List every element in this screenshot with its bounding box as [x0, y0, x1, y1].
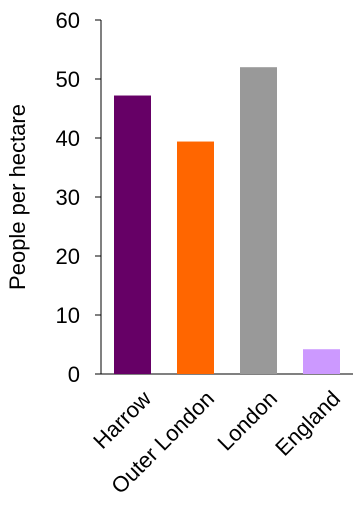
bar-harrow	[114, 95, 151, 375]
bars	[114, 67, 340, 375]
x-tick-label: England	[270, 386, 345, 461]
y-tick-label: 10	[56, 303, 80, 328]
bar-london	[240, 67, 277, 374]
y-tick-label: 60	[56, 8, 80, 33]
y-tick-label: 40	[56, 126, 80, 151]
bar-england	[303, 349, 340, 374]
y-tick-label: 0	[68, 362, 80, 387]
y-tick-label: 50	[56, 67, 80, 92]
y-axis: 0 10 20 30 40 50 60	[56, 8, 102, 387]
y-axis-label: People per hectare	[5, 104, 30, 290]
bar-outer-london	[177, 141, 214, 374]
y-tick-label: 20	[56, 244, 80, 269]
y-tick-label: 30	[56, 185, 80, 210]
